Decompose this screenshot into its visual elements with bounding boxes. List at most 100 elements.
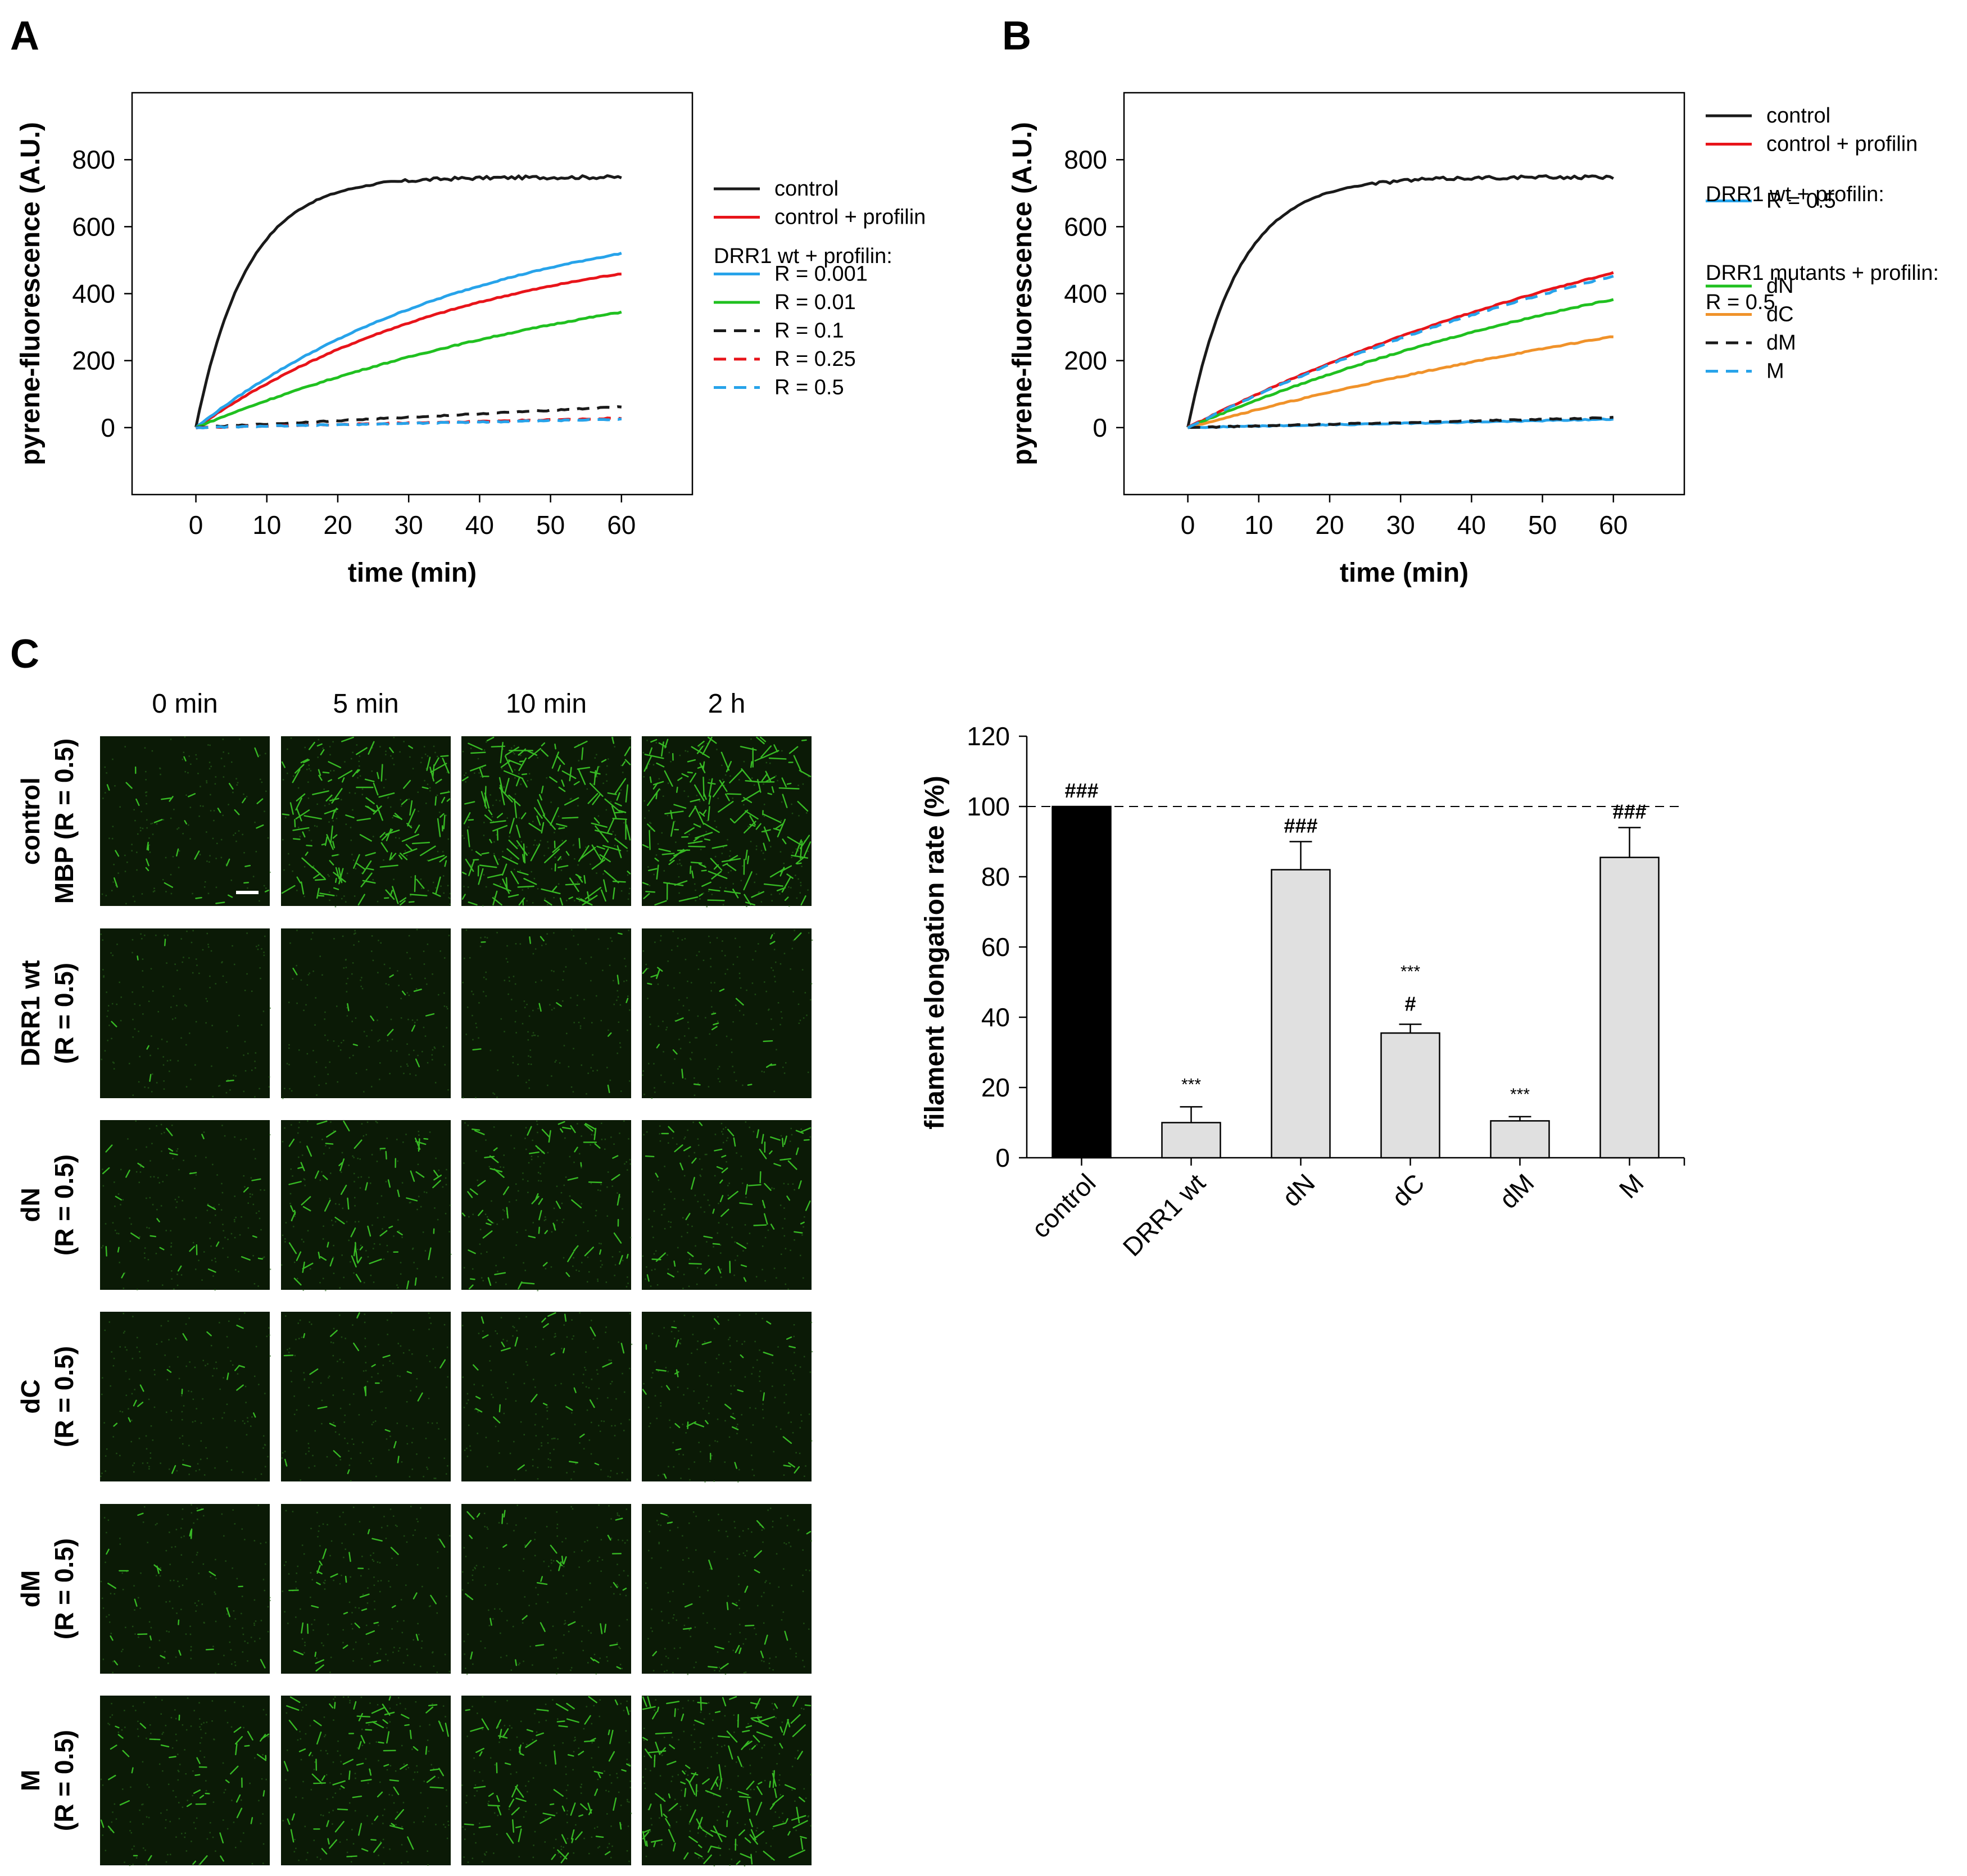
x-tick-label: 20 — [1315, 510, 1344, 540]
legend-label: R = 0.01 — [774, 291, 856, 314]
series-line-control-profilin — [1187, 271, 1614, 429]
y-tick-label: 400 — [72, 279, 115, 309]
significance-stars: *** — [1181, 1075, 1201, 1094]
y-tick-label: 40 — [981, 1003, 1010, 1032]
x-tick-label: 50 — [536, 510, 565, 540]
micrograph-filaments — [288, 1120, 442, 1290]
x-tick-label: 0 — [1181, 510, 1195, 540]
series-line-dn — [1187, 298, 1614, 429]
series-line-control-profilin — [194, 273, 622, 429]
micrograph-row-label: MBP (R = 0.5) — [49, 738, 79, 904]
y-tick-label: 200 — [72, 346, 115, 375]
micrograph-image — [461, 1312, 633, 1481]
x-tick-label: 10 — [252, 510, 281, 540]
plot-frame — [1123, 92, 1685, 496]
significance-stars: *** — [1510, 1085, 1530, 1104]
micrograph-filaments — [642, 1318, 800, 1479]
micrograph-image — [642, 1312, 813, 1483]
y-axis-label: pyrene-fluorescence (A.U.) — [16, 122, 46, 465]
micrograph-background — [100, 1696, 270, 1865]
series-line-r-0-001 — [194, 252, 622, 429]
legend-header: DRR1 mutants + profilin: — [1706, 261, 1939, 285]
legend-label: dC — [1766, 303, 1794, 327]
series-line-dc — [1187, 335, 1614, 429]
series-line-r-0-5 — [196, 417, 622, 429]
y-tick-label: 0 — [101, 413, 115, 442]
x-tick-label: 30 — [395, 510, 423, 540]
micrograph-image — [100, 1696, 270, 1866]
micrograph-image — [461, 736, 632, 907]
micrograph-image — [461, 1120, 632, 1292]
micrograph-background — [461, 1312, 631, 1481]
micrograph-background — [281, 928, 451, 1098]
micrograph-filaments — [102, 1127, 263, 1279]
series-line-control — [1186, 174, 1614, 428]
x-tick-label: 40 — [1457, 510, 1486, 540]
micrograph-speckle — [100, 1696, 269, 1866]
micrograph-background — [642, 1120, 812, 1290]
micrograph-image — [100, 736, 271, 906]
micrograph-image — [281, 1120, 452, 1292]
x-tick-label: 60 — [607, 510, 636, 540]
micrograph-column-label: 5 min — [333, 689, 398, 719]
micrograph-filaments — [106, 747, 269, 904]
micrograph-image — [281, 1504, 451, 1674]
x-tick-label: 10 — [1244, 510, 1273, 540]
micrograph-image — [461, 928, 631, 1099]
micrograph-background — [281, 1504, 451, 1674]
x-tick-label: 40 — [465, 510, 494, 540]
y-tick-label: 60 — [981, 932, 1010, 962]
micrograph-filaments — [465, 1510, 627, 1670]
y-tick-label: 800 — [1064, 145, 1107, 174]
micrograph-filaments — [472, 932, 629, 1093]
series-line-r-0-1 — [196, 405, 622, 429]
legend-label: dM — [1766, 331, 1796, 355]
micrograph-row-label: dN — [16, 1188, 45, 1222]
micrograph-filaments — [292, 967, 435, 1068]
micrograph-filaments — [283, 1696, 449, 1857]
x-tick-label: dN — [1276, 1168, 1320, 1212]
series-line-m — [1187, 274, 1614, 429]
micrograph-row-label: control — [16, 777, 45, 865]
significance-hash: ### — [1612, 800, 1646, 823]
micrograph-background — [642, 1312, 812, 1481]
micrograph-image — [642, 1696, 812, 1867]
legend-label: R = 0.1 — [774, 319, 844, 343]
y-tick-label: 0 — [1093, 413, 1107, 442]
micrograph-background — [100, 1504, 270, 1674]
micrograph-background — [461, 736, 631, 906]
panel-label-c: C — [10, 632, 39, 677]
x-tick-label: dC — [1386, 1168, 1430, 1212]
micrograph-filaments — [283, 1312, 446, 1474]
micrograph-image — [281, 1312, 451, 1482]
x-tick-label: DRR1 wt — [1117, 1168, 1211, 1262]
y-tick-label: 600 — [72, 212, 115, 241]
micrograph-image — [281, 1696, 451, 1866]
bar-control — [1052, 805, 1112, 1159]
y-tick-label: 600 — [1064, 212, 1107, 241]
legend-label: M — [1766, 360, 1784, 383]
bar-dm — [1490, 1120, 1550, 1159]
legend-header: R = 0.5 — [1706, 291, 1775, 314]
micrograph-row-label: (R = 0.5) — [49, 963, 79, 1064]
x-tick-label: 20 — [323, 510, 352, 540]
legend-label: control + profilin — [774, 206, 926, 229]
micrograph-filaments — [652, 1512, 812, 1670]
micrograph-image — [100, 928, 271, 1098]
micrograph-row-label: (R = 0.5) — [49, 1154, 79, 1256]
micrograph-background — [281, 736, 451, 906]
micrograph-filaments — [645, 1121, 812, 1282]
legend-label: R = 0.5 — [1766, 189, 1836, 213]
legend-header: DRR1 wt + profilin: — [1706, 183, 1884, 206]
micrograph-image — [461, 1504, 631, 1675]
significance-hash: ### — [1284, 814, 1317, 837]
series-line-control — [194, 174, 622, 428]
micrograph-speckle — [645, 1507, 812, 1675]
micrograph-column-label: 2 h — [708, 689, 746, 719]
significance-stars: *** — [1401, 963, 1420, 981]
micrograph-image — [100, 1120, 271, 1291]
micrograph-filaments — [642, 932, 802, 1086]
micrograph-filaments — [642, 1696, 812, 1865]
x-tick-label: dM — [1494, 1168, 1540, 1214]
